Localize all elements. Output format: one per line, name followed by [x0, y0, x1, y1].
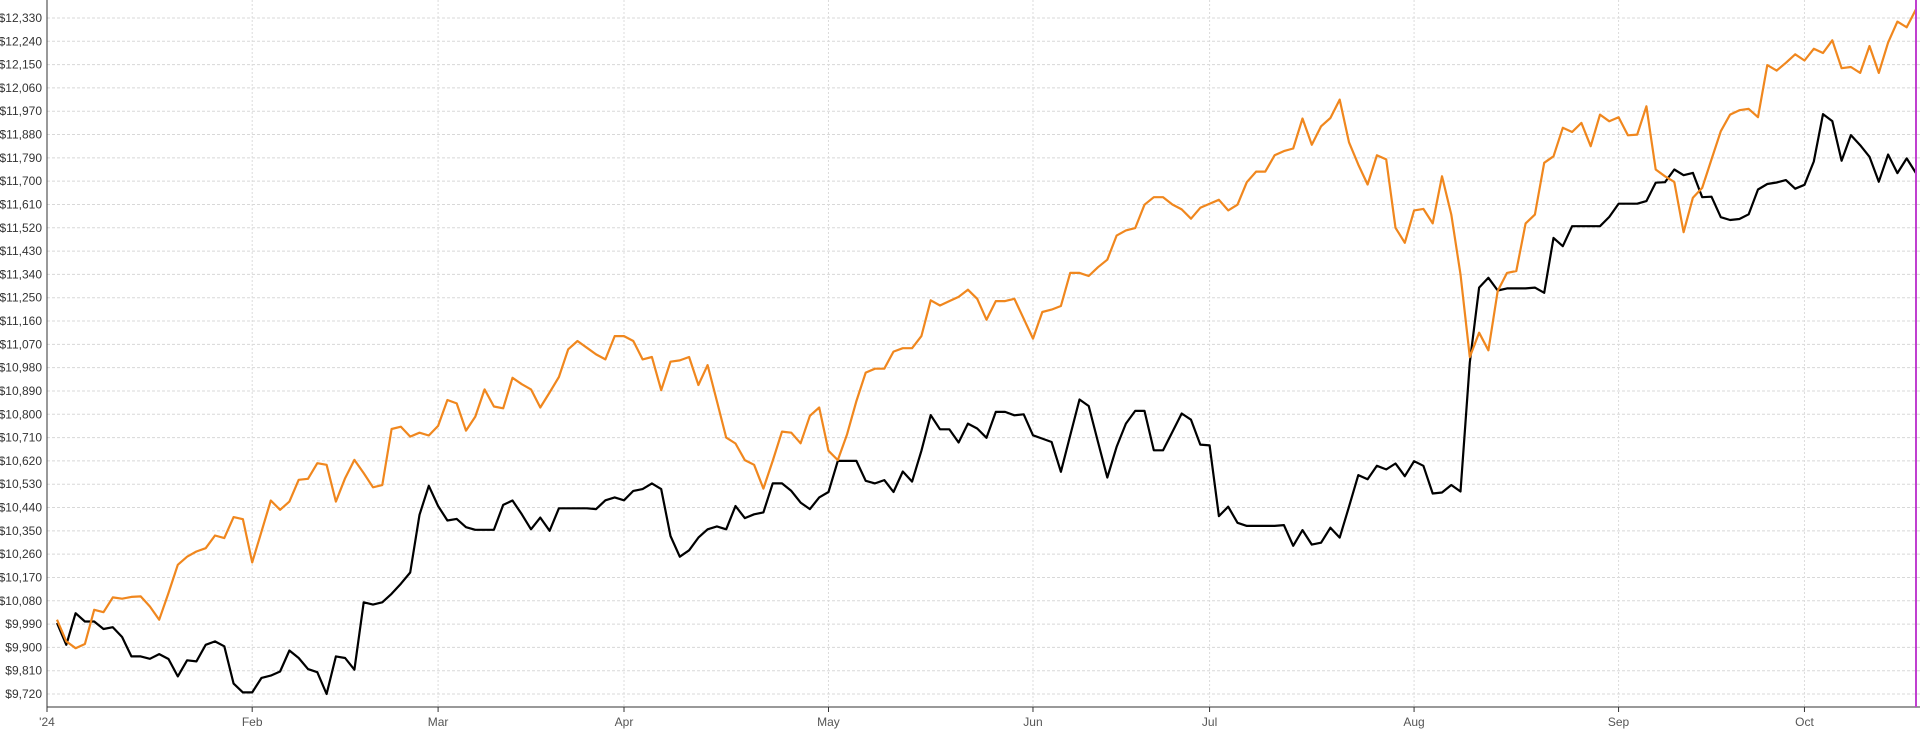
series-group	[55, 8, 1917, 696]
y-tick-label: $12,240	[0, 34, 42, 48]
series-line	[55, 112, 1917, 696]
y-tick-label: $11,880	[0, 128, 42, 142]
x-axis-labels: '24 Feb Mar Apr May Jun Jul Aug Sep Oct	[39, 715, 1814, 729]
y-tick-label: $10,260	[0, 547, 42, 561]
y-tick-label: $10,530	[0, 477, 42, 491]
y-tick-label: $10,890	[0, 384, 42, 398]
y-tick-label: $10,350	[0, 524, 42, 538]
x-tick-label: Feb	[242, 715, 263, 729]
y-tick-label: $11,250	[0, 291, 42, 305]
x-tick-label: Apr	[615, 715, 634, 729]
y-tick-label: $11,160	[0, 314, 42, 328]
y-tick-label: $10,620	[0, 454, 42, 468]
y-tick-label: $10,080	[0, 594, 42, 608]
y-tick-label: $12,150	[0, 58, 42, 72]
x-tick-label: Oct	[1795, 715, 1814, 729]
x-tick-label: May	[817, 715, 840, 729]
y-tick-label: $10,980	[0, 361, 42, 375]
x-tick-label: Jun	[1023, 715, 1042, 729]
y-tick-label: $10,440	[0, 501, 42, 515]
series-1	[55, 8, 1917, 650]
x-tick-label: Aug	[1403, 715, 1424, 729]
y-tick-label: $10,170	[0, 570, 42, 584]
y-axis-labels: $9,720 $9,810 $9,900 $9,990 $10,080 $10,170 $1…	[0, 11, 42, 701]
y-tick-label: $9,810	[5, 664, 42, 678]
y-tick-label: $12,060	[0, 81, 42, 95]
y-tick-label: $11,970	[0, 104, 42, 118]
x-tick-label: '24	[39, 715, 55, 729]
y-tick-label: $10,800	[0, 407, 42, 421]
y-tick-label: $11,340	[0, 267, 42, 281]
y-tick-label: $11,430	[0, 244, 42, 258]
x-gridlines	[46, 0, 1805, 712]
y-gridlines	[47, 17, 1920, 695]
y-tick-label: $9,990	[5, 617, 42, 631]
series-line	[55, 8, 1917, 650]
y-tick-label: $11,070	[0, 337, 42, 351]
series-0	[55, 112, 1917, 696]
y-tick-label: $11,610	[0, 197, 42, 211]
y-tick-label: $11,790	[0, 151, 42, 165]
x-tick-label: Sep	[1608, 715, 1630, 729]
y-tick-label: $12,330	[0, 11, 42, 25]
y-tick-label: $10,710	[0, 431, 42, 445]
y-tick-label: $11,520	[0, 221, 42, 235]
y-tick-label: $9,720	[5, 687, 42, 701]
y-tick-label: $9,900	[5, 640, 42, 654]
x-tick-label: Mar	[428, 715, 449, 729]
y-tick-label: $11,700	[0, 174, 42, 188]
x-tick-label: Jul	[1202, 715, 1217, 729]
